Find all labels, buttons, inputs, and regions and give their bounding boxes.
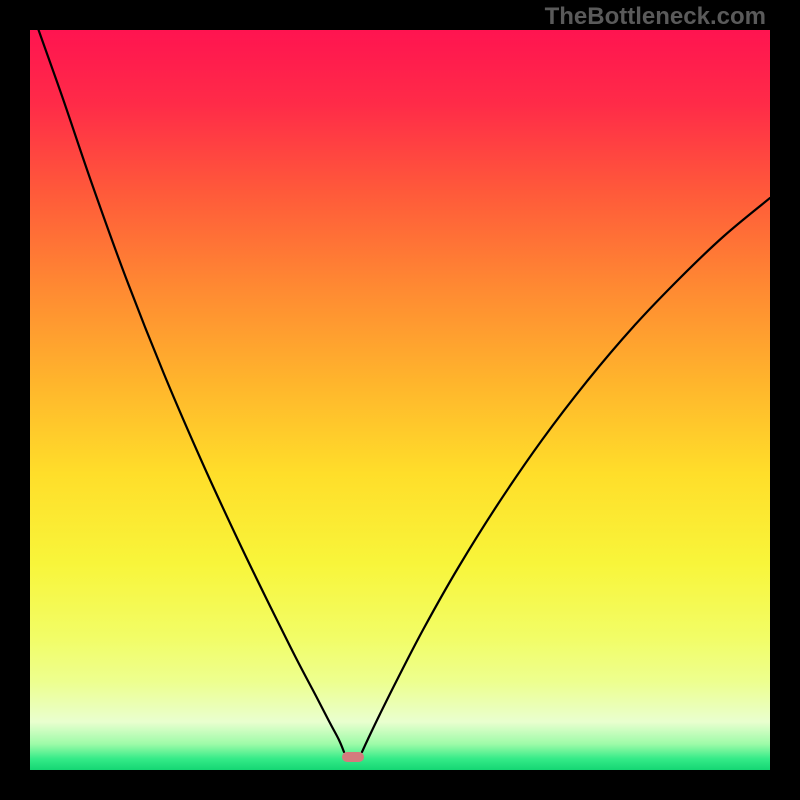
chart-stage: TheBottleneck.com — [0, 0, 800, 800]
border-left — [0, 0, 30, 800]
border-right — [770, 0, 800, 800]
optimum-marker — [342, 752, 364, 762]
watermark-text: TheBottleneck.com — [545, 3, 766, 31]
plot-area — [30, 30, 770, 770]
bottleneck-curve — [30, 30, 770, 770]
border-bottom — [0, 770, 800, 800]
